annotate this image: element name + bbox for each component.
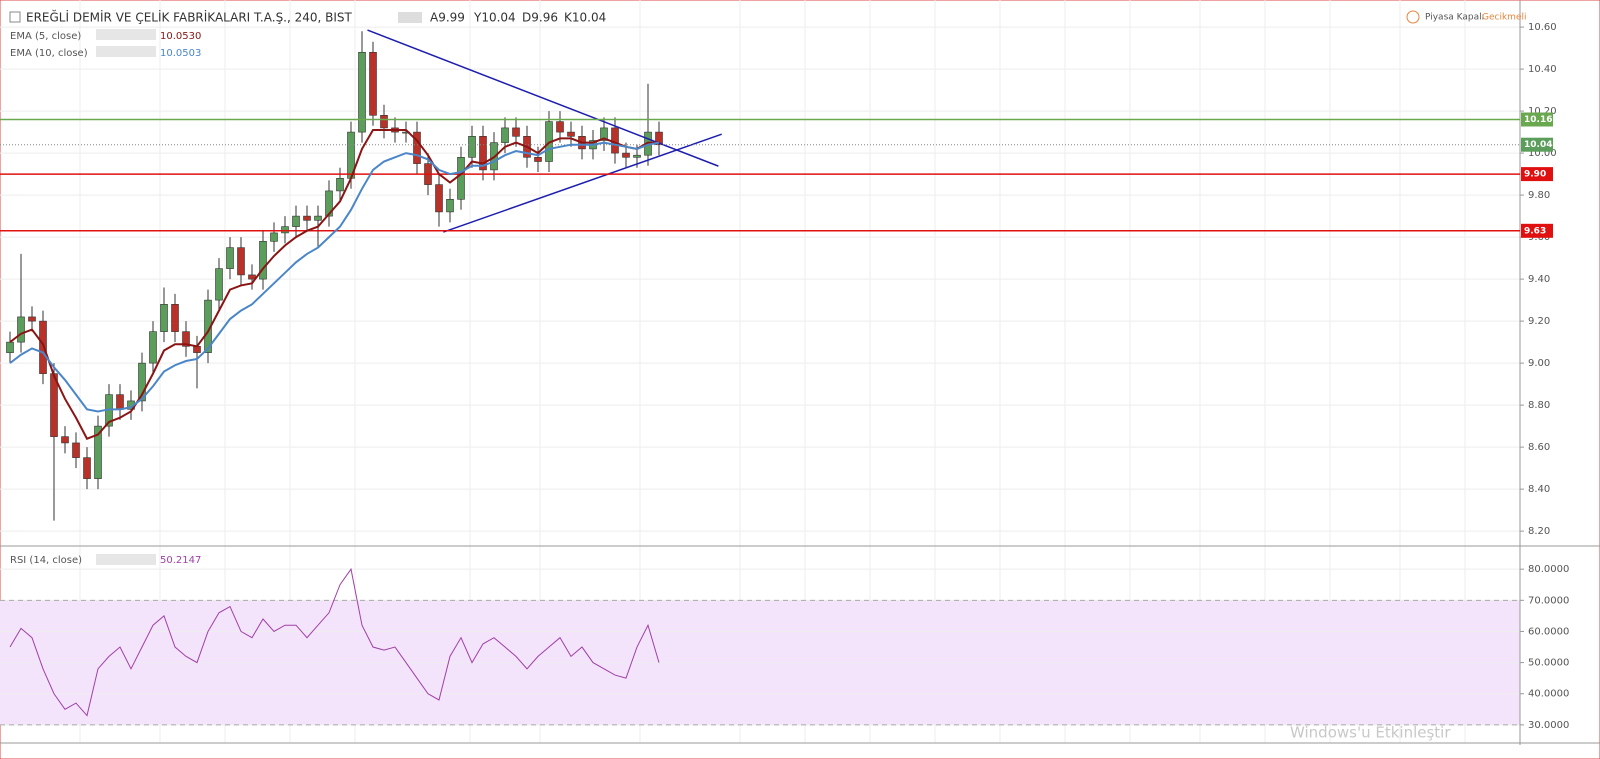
candle-body [534,157,542,162]
candle-body [226,247,234,269]
candle-body [600,127,608,141]
y-tick-label: 9.40 [1528,274,1550,285]
legend-value: 10.0503 [160,48,201,59]
price-label: 10.04 [1524,140,1552,150]
symbol-title: EREĞLİ DEMİR VE ÇELİK FABRİKALARI T.A.Ş.… [26,10,353,25]
candle-body [281,226,289,234]
candle-body [556,121,564,133]
y-tick-label: 10.60 [1528,22,1557,33]
candle-body [171,304,179,332]
y-tick-label: 30.0000 [1528,720,1569,731]
ohlc-open: A9.99 [430,11,465,25]
legend-value: 50.2147 [160,555,201,566]
candle-body [446,199,454,213]
indicator-icons[interactable] [96,554,156,565]
legend-name: RSI (14, close) [10,555,82,566]
y-tick-label: 9.20 [1528,316,1550,327]
trend-line [367,29,719,167]
candle-body [358,51,366,133]
series-line [9,567,660,717]
y-tick-label: 10.00 [1528,148,1557,159]
legend-value: 10.0530 [160,31,201,42]
series-line [9,141,660,413]
candle-body [259,241,267,280]
watermark: Windows'u Etkinleştir [1290,724,1451,742]
candle-body [380,115,388,129]
candle-body [622,152,630,158]
price-label-box [1521,167,1553,182]
y-tick-label: 8.20 [1528,526,1550,537]
candle-body [94,425,102,479]
candle-body [633,154,641,158]
price-label: 9.63 [1524,226,1546,236]
candle-body [655,131,663,146]
candle-body [611,127,619,154]
candle-body [17,316,25,343]
y-tick-label: 8.40 [1528,484,1550,495]
candle-body [479,136,487,171]
ohlc-low: D9.96 [522,11,558,25]
candle-body [182,331,190,347]
y-tick-label: 50.0000 [1528,658,1569,669]
indicator-icons[interactable] [96,29,156,40]
ohlc-close: K10.04 [564,11,606,25]
y-tick-label: 8.80 [1528,400,1550,411]
candle-body [39,320,47,374]
price-label: 9.90 [1524,170,1546,180]
legend-name: EMA (5, close) [10,31,81,42]
candle-body [435,184,443,213]
legend-name: EMA (10, close) [10,48,88,59]
candle-body [336,178,344,192]
delay-status: Gecikmeli [1482,13,1526,23]
indicator-icons[interactable] [96,46,156,57]
y-tick-label: 10.40 [1528,64,1557,75]
y-tick-label: 70.0000 [1528,595,1569,606]
price-label-box [1521,137,1553,152]
price-label: 10.16 [1524,115,1552,125]
series-line [9,129,659,440]
candle-body [468,136,476,158]
candle-body [457,157,465,200]
candle-body [215,268,223,301]
candle-body [6,341,14,353]
candle-body [72,442,80,458]
candle-body [501,127,509,143]
candle-body [303,215,311,221]
grid-layer [0,0,1520,743]
price-label-box [1521,112,1553,127]
trend-line [443,133,722,233]
status-icon[interactable] [1406,10,1420,24]
candle-body [512,127,520,137]
settings-icons[interactable] [398,12,422,23]
candle-body [413,131,421,164]
candle-body [83,457,91,479]
candle-body [314,215,322,221]
collapse-icon[interactable] [9,11,21,23]
candle-body [116,394,124,410]
candle-body [270,232,278,242]
candle-body [567,131,575,137]
market-status: Piyasa Kapalı [1425,13,1484,23]
y-tick-label: 8.60 [1528,442,1550,453]
price-label-box [1521,223,1553,238]
candle-body [292,215,300,227]
candle-body [28,316,36,322]
candle-body [149,331,157,364]
y-tick-label: 9.00 [1528,358,1550,369]
y-tick-label: 80.0000 [1528,564,1569,575]
y-tick-label: 60.0000 [1528,626,1569,637]
y-tick-label: 9.80 [1528,190,1550,201]
ohlc-high: Y10.04 [473,11,516,25]
candle-body [160,304,168,332]
y-tick-label: 40.0000 [1528,689,1569,700]
candle-body [61,436,69,444]
candle-body [325,190,333,217]
candle-body [138,362,146,402]
y-tick-label: 10.20 [1528,106,1557,117]
candle-body [369,51,377,116]
candle-body [237,247,245,276]
